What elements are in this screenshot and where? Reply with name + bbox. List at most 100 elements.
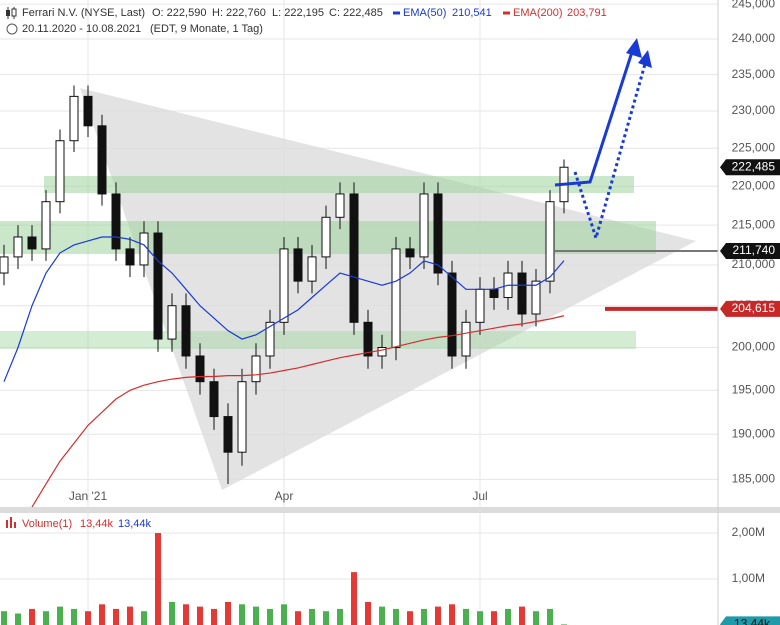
candle-body: [167, 305, 177, 340]
ema-line: [31, 315, 565, 508]
candle-body: [13, 236, 23, 258]
volume-icon: [6, 517, 16, 528]
resistance-zone: [44, 176, 634, 193]
y-tick-label: 185,000: [732, 472, 776, 486]
volume-bar: [449, 604, 455, 625]
volume-bar: [155, 533, 161, 625]
candle-body: [307, 256, 317, 282]
volume-bar: [71, 608, 77, 625]
volume-bar: [463, 608, 469, 625]
volume-bar: [85, 611, 91, 625]
volume-bar: [295, 611, 301, 625]
volume-badge: [720, 616, 780, 625]
volume-bar: [365, 602, 371, 625]
volume-bar: [393, 608, 399, 625]
y-tick-label: 245,000: [732, 0, 776, 10]
candle-body: [237, 381, 247, 453]
price-badge: [720, 242, 780, 259]
x-tick-label: Jan '21: [69, 489, 108, 503]
candle-body: [279, 248, 289, 323]
candle-body: [461, 321, 471, 357]
candle-body: [69, 95, 79, 142]
price-badge: [720, 300, 780, 317]
volume-bar: [197, 606, 203, 625]
candle-body: [223, 416, 233, 453]
y-tick-label: 225,000: [732, 140, 776, 154]
subtitle: 20.11.2020 - 10.08.2021: [22, 23, 141, 35]
volume-legend-value: 13,44k: [80, 518, 114, 530]
volume-bar: [435, 606, 441, 625]
legend-value: 203,791: [567, 7, 607, 19]
volume-bar: [239, 604, 245, 625]
candle-body: [405, 248, 415, 258]
candle-body: [475, 288, 485, 323]
y-tick-label: 240,000: [732, 31, 776, 45]
x-tick-label: Apr: [275, 489, 294, 503]
volume-bar: [183, 604, 189, 625]
y-tick-label: 210,000: [732, 257, 776, 271]
candle-body: [265, 321, 275, 357]
y-tick-label: 215,000: [732, 217, 776, 231]
price-badge-label: 211,740: [733, 243, 776, 257]
volume-bar: [15, 613, 21, 625]
volume-bar: [533, 611, 539, 625]
volume-bar: [57, 606, 63, 625]
price-badge-label: 222,485: [732, 159, 776, 173]
y-tick-label: 195,000: [732, 383, 776, 397]
volume-bar: [169, 602, 175, 625]
volume-bar: [407, 611, 413, 625]
marks: 222,485 211,740 204,615 13,44k: [0, 85, 780, 625]
header: Ferrari N.V. (NYSE, Last) O: 222,590 H: …: [6, 7, 383, 530]
volume-bar: [211, 608, 217, 625]
volume-bar: [309, 608, 315, 625]
x-tick-label: Jul: [472, 489, 487, 503]
panel-separator: [0, 507, 780, 513]
volume-bar: [421, 608, 427, 625]
volume-bar: [225, 602, 231, 625]
volume-bar: [253, 606, 259, 625]
volume-bar: [127, 606, 133, 625]
candle-icon: [6, 7, 17, 19]
candle-body: [531, 280, 541, 315]
volume-bar: [519, 606, 525, 625]
volume-bar: [491, 611, 497, 625]
support-zone: [0, 331, 636, 349]
volume-bar: [281, 604, 287, 625]
candle-body: [489, 288, 499, 298]
legend-label: EMA(200): [513, 7, 563, 19]
y-tick-label: 220,000: [732, 178, 776, 192]
candle-body: [111, 193, 121, 250]
candle-body: [447, 272, 457, 357]
candle-body: [293, 248, 303, 282]
volume-bar: [337, 608, 343, 625]
candle-body: [209, 381, 219, 418]
ohlc-label: H: 222,760: [212, 7, 266, 19]
candle-body: [321, 216, 331, 258]
volume-bar: [323, 611, 329, 625]
candle-body: [181, 305, 191, 357]
y-tick-label: 1,00M: [732, 571, 765, 585]
y-tick-label: 200,000: [732, 340, 776, 354]
candle-body: [363, 321, 373, 357]
ohlc-label: O: 222,590: [152, 7, 206, 19]
candle-body: [153, 232, 163, 340]
ohlc-label: L: 222,195: [272, 7, 324, 19]
candle-body: [0, 256, 9, 274]
candle-body: [349, 193, 359, 323]
subtitle-note: (EDT, 9 Monate, 1 Tag): [150, 23, 263, 35]
candle-body: [335, 193, 345, 218]
candle-body: [517, 272, 527, 315]
y-tick-label: 2,00M: [732, 525, 765, 539]
volume-bar: [141, 611, 147, 625]
forecast-arrow: [554, 51, 634, 187]
volume-bar: [547, 608, 553, 625]
arrowhead: [626, 38, 642, 58]
candle-body: [195, 355, 205, 383]
volume-bar: [29, 608, 35, 625]
candle-body: [377, 347, 387, 357]
legend-value: 210,541: [452, 7, 492, 19]
volume-bar: [99, 604, 105, 625]
volume-bar: [477, 611, 483, 625]
volume-bar: [379, 606, 385, 625]
candle-body: [391, 248, 401, 349]
